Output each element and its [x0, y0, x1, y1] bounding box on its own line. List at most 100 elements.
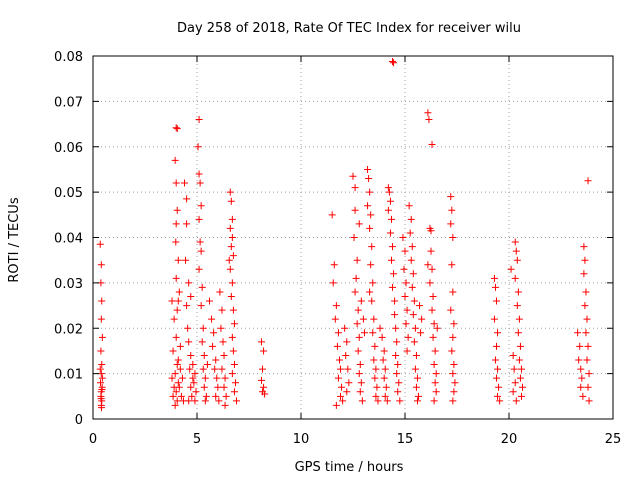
- data-point: [393, 338, 401, 346]
- data-point: [188, 392, 196, 400]
- data-point: [494, 329, 502, 337]
- data-point: [174, 356, 182, 364]
- data-point: [409, 311, 417, 319]
- data-point: [509, 351, 517, 359]
- data-point: [197, 247, 205, 255]
- data-point: [353, 256, 361, 264]
- data-point: [576, 342, 584, 350]
- data-point: [449, 370, 457, 378]
- data-point: [357, 379, 365, 387]
- data-point: [228, 333, 236, 341]
- data-points: [96, 57, 593, 412]
- data-point: [390, 59, 398, 67]
- data-point: [172, 333, 180, 341]
- data-point: [98, 297, 106, 305]
- data-point: [429, 333, 437, 341]
- data-point: [173, 361, 181, 369]
- data-point: [213, 374, 221, 382]
- data-point: [585, 370, 593, 378]
- data-point: [579, 392, 587, 400]
- data-point: [574, 329, 582, 337]
- data-point: [173, 206, 181, 214]
- data-point: [577, 383, 585, 391]
- y-tick-labels: 0 0.01 0.02 0.03 0.04 0.05 0.06 0.07 0.08: [54, 50, 83, 428]
- data-point: [226, 188, 234, 196]
- data-point: [191, 397, 199, 405]
- data-point: [257, 338, 265, 346]
- data-point: [199, 365, 207, 373]
- data-point: [516, 342, 524, 350]
- data-point: [334, 374, 342, 382]
- data-point: [401, 247, 409, 255]
- data-point: [202, 392, 210, 400]
- data-point: [449, 234, 457, 241]
- data-point: [350, 234, 358, 241]
- data-point: [379, 356, 387, 364]
- data-point: [172, 238, 180, 246]
- data-point: [227, 243, 235, 251]
- data-point: [216, 288, 224, 296]
- data-point: [383, 397, 391, 405]
- data-point: [428, 265, 436, 273]
- data-point: [261, 390, 269, 398]
- data-point: [329, 279, 337, 287]
- x-tick-label: 20: [501, 432, 518, 447]
- data-point: [175, 288, 183, 296]
- data-point: [337, 392, 345, 400]
- data-point: [381, 365, 389, 373]
- data-point: [514, 329, 522, 337]
- data-point: [177, 392, 185, 400]
- data-point: [584, 383, 592, 391]
- data-point: [512, 397, 520, 405]
- data-point: [575, 356, 583, 364]
- data-point: [339, 397, 347, 405]
- data-point: [386, 197, 394, 205]
- data-point: [183, 195, 191, 203]
- data-point: [395, 379, 403, 387]
- data-point: [349, 172, 357, 180]
- data-point: [449, 333, 457, 341]
- data-point: [513, 256, 521, 264]
- x-axis-label: GPS time / hours: [295, 460, 404, 475]
- data-point: [183, 220, 191, 228]
- data-point: [431, 347, 439, 355]
- data-point: [412, 383, 420, 391]
- data-point: [517, 392, 525, 400]
- data-point: [359, 315, 367, 323]
- data-point: [449, 288, 457, 296]
- data-point: [407, 256, 415, 264]
- data-point: [391, 297, 399, 305]
- data-point: [428, 306, 436, 314]
- data-point: [185, 338, 193, 346]
- data-point: [217, 324, 225, 332]
- data-point: [448, 347, 456, 355]
- data-point: [191, 370, 199, 378]
- data-point: [260, 347, 268, 355]
- data-point: [402, 320, 410, 328]
- data-point: [491, 356, 499, 364]
- data-point: [372, 365, 380, 373]
- data-point: [360, 329, 368, 337]
- data-point: [196, 238, 204, 246]
- y-tick-label: 0.08: [54, 50, 83, 65]
- data-point: [185, 397, 193, 405]
- data-point: [355, 333, 363, 341]
- data-point: [511, 238, 519, 246]
- data-point: [96, 240, 104, 248]
- data-point: [168, 374, 176, 382]
- data-point: [384, 206, 392, 214]
- data-point: [389, 243, 397, 251]
- data-point: [198, 338, 206, 346]
- data-point: [183, 302, 191, 310]
- data-point: [356, 388, 364, 396]
- data-point: [376, 324, 384, 332]
- data-point: [174, 297, 182, 305]
- data-point: [581, 256, 589, 264]
- data-point: [371, 342, 379, 350]
- data-point: [510, 365, 518, 373]
- data-point: [582, 288, 590, 296]
- data-point: [578, 374, 586, 382]
- data-point: [209, 342, 217, 350]
- data-point: [344, 365, 352, 373]
- data-point: [221, 374, 229, 382]
